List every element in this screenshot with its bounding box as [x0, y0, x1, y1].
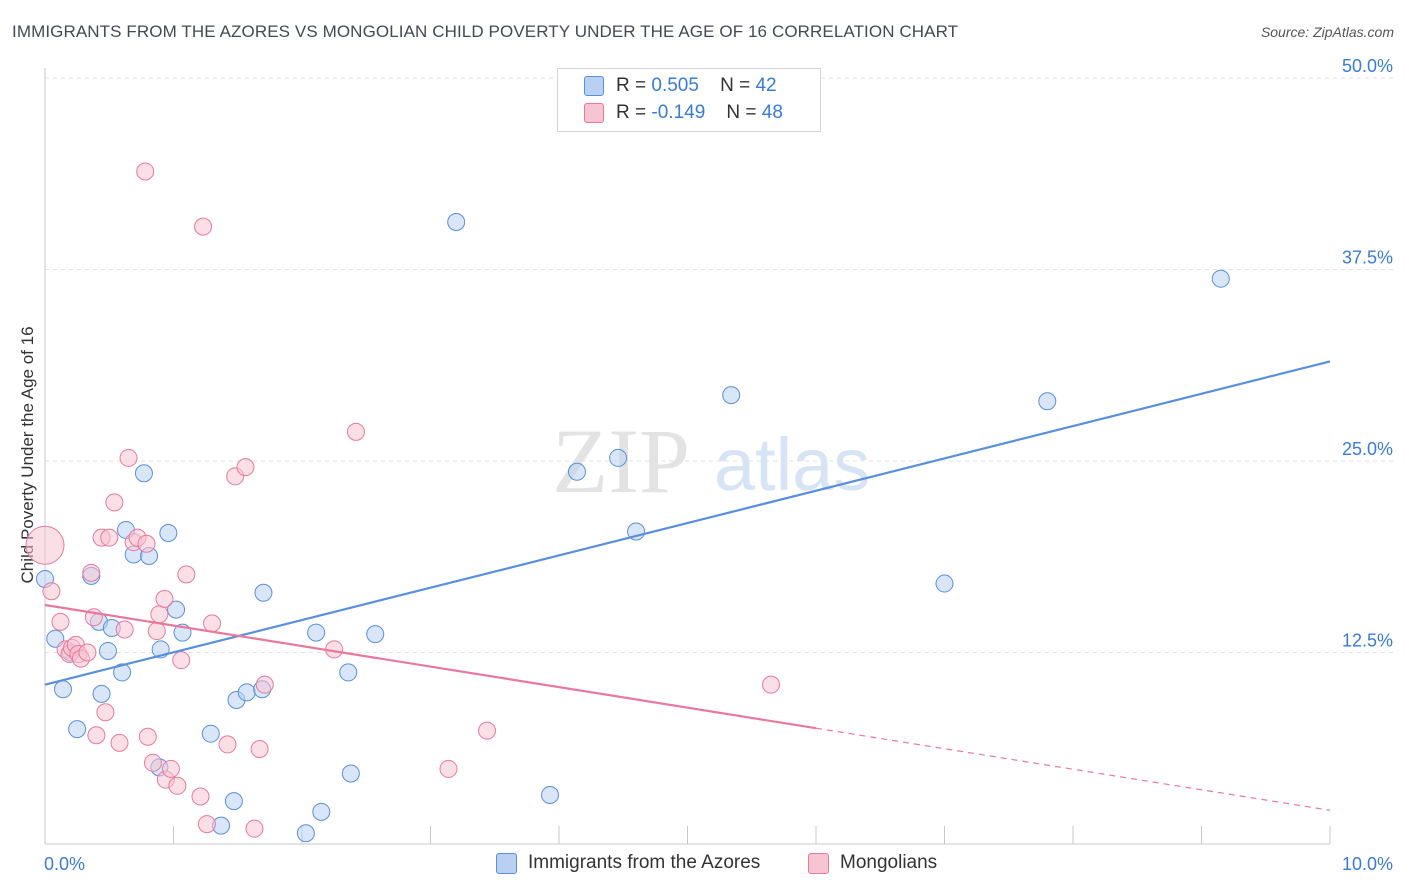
azores-point: [935, 574, 954, 593]
mongolians-point: [245, 819, 264, 838]
azores-point: [296, 824, 315, 843]
mongolians-point: [136, 162, 155, 181]
azores-point: [134, 464, 153, 483]
azores-point: [341, 764, 360, 783]
mongolians-trend-line-extension: [815, 727, 1331, 811]
mongolians-point: [177, 565, 196, 584]
azores-point: [201, 724, 220, 743]
mongolians-point: [161, 759, 180, 778]
watermark-atlas: atlas: [714, 423, 870, 506]
azores-point: [224, 792, 243, 811]
mongolians-point: [236, 458, 255, 477]
legend-text-mongolians: R = -0.149 N = 48: [616, 102, 783, 124]
source-label: Source: ZipAtlas.com: [1260, 24, 1394, 40]
azores-point: [167, 600, 186, 619]
axes: [44, 68, 1331, 845]
azores-point: [237, 683, 256, 702]
mongolians-point: [168, 776, 187, 795]
legend-text-azores: R = 0.505 N = 42: [616, 75, 777, 97]
mongolians-point: [105, 493, 124, 512]
azores-point: [567, 462, 586, 481]
y-tick-label: 50.0%: [1342, 56, 1393, 76]
azores-point: [1211, 269, 1230, 288]
legend-n-label: N =: [726, 102, 757, 123]
mongolians-trend-line: [44, 603, 817, 730]
mongolians-point: [478, 721, 497, 740]
mongolians-point: [172, 651, 191, 670]
legend-n-value: 42: [755, 75, 777, 96]
azores-point: [53, 680, 72, 699]
y-tick-label: 12.5%: [1342, 631, 1393, 651]
mongolians-point: [138, 727, 157, 746]
legend-n-value: 48: [761, 102, 783, 123]
azores-point: [307, 623, 326, 642]
azores-point: [1038, 392, 1057, 411]
mongolians-point: [100, 528, 119, 547]
legend-r-value: 0.505: [651, 75, 699, 96]
mongolians-point: [82, 563, 101, 582]
mongolians-point: [42, 582, 61, 601]
mongolians-point: [78, 643, 97, 662]
azores-point: [447, 213, 466, 232]
azores-point: [159, 524, 178, 543]
mongolians-point: [194, 217, 213, 236]
azores-point: [68, 720, 87, 739]
azores-point: [113, 663, 132, 682]
legend-swatch-azores: [584, 76, 604, 96]
y-tick-label: 37.5%: [1342, 248, 1393, 268]
bottom-legend-label-mongolians: Mongolians: [840, 852, 938, 873]
mongolians-point: [87, 726, 106, 745]
x-tick-label-min: 0.0%: [44, 854, 85, 874]
tick-labels: 12.5% 25.0% 37.5% 50.0% 0.0% 10.0%: [44, 56, 1393, 874]
mongolians-point: [147, 622, 166, 641]
legend-r-label: R =: [616, 75, 647, 96]
legend-r-value: -0.149: [651, 102, 706, 123]
watermark: ZIP atlas: [552, 410, 870, 512]
mongolians-point: [218, 735, 237, 754]
bottom-legend-label-azores: Immigrants from the Azores: [528, 852, 761, 873]
azores-point: [722, 386, 741, 405]
grid-lines: [45, 77, 1395, 653]
mongolians-point: [25, 525, 65, 565]
data-points: [25, 162, 1230, 843]
legend-swatch-mongolians: [584, 103, 604, 123]
azores-point: [366, 625, 385, 644]
x-tick-label-max: 10.0%: [1342, 854, 1393, 874]
mongolians-point: [762, 675, 781, 694]
mongolians-point: [110, 733, 129, 752]
azores-point: [312, 802, 331, 821]
trend-lines: [44, 360, 1331, 811]
mongolians-point: [143, 753, 162, 772]
azores-point: [541, 785, 560, 804]
mongolians-point: [51, 612, 70, 631]
azores-point: [609, 448, 628, 467]
azores-point: [92, 684, 111, 703]
azores-trend-line: [44, 360, 1331, 686]
bottom-legend-swatch-azores: [496, 853, 517, 874]
mongolians-point: [439, 759, 458, 778]
mongolians-point: [191, 787, 210, 806]
correlation-legend: R = 0.505 N = 42 R = -0.149 N = 48: [557, 68, 821, 132]
mongolians-point: [250, 740, 269, 759]
mongolians-point: [96, 703, 115, 722]
mongolians-point: [255, 675, 274, 694]
mongolians-point: [115, 620, 134, 639]
azores-point: [98, 641, 117, 660]
chart-title: IMMIGRANTS FROM THE AZORES VS MONGOLIAN …: [12, 22, 959, 41]
mongolians-point: [346, 422, 365, 441]
mongolians-point: [150, 605, 169, 624]
mongolians-point: [203, 614, 222, 633]
mongolians-point: [155, 589, 174, 608]
azores-point: [254, 583, 273, 602]
azores-point: [339, 663, 358, 682]
mongolians-point: [119, 448, 138, 467]
bottom-legend-swatch-mongolians: [808, 853, 829, 874]
legend-n-label: N =: [720, 75, 751, 96]
mongolians-point: [137, 534, 156, 553]
legend-r-label: R =: [616, 102, 647, 123]
y-tick-label: 25.0%: [1342, 439, 1393, 459]
mongolians-point: [197, 815, 216, 834]
